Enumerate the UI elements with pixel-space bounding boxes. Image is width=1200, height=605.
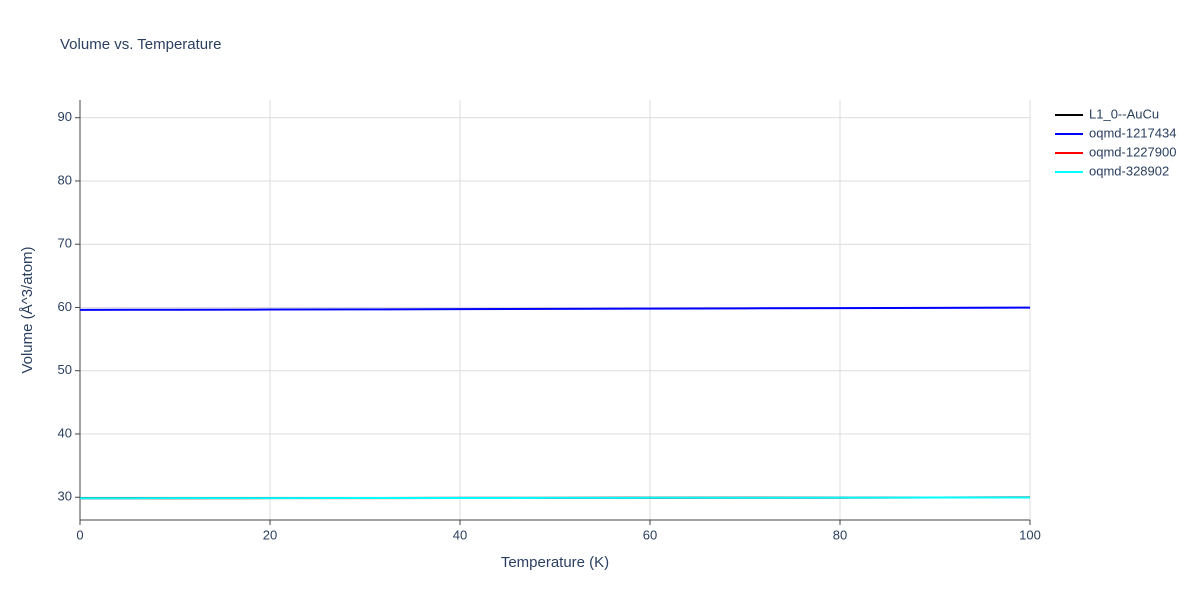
y-tick-label: 60: [58, 299, 72, 314]
y-tick-label: 50: [58, 362, 72, 377]
y-tick-label: 70: [58, 236, 72, 251]
legend-label: oqmd-1227900: [1089, 144, 1176, 159]
legend-label: oqmd-328902: [1089, 163, 1169, 178]
chart-title: Volume vs. Temperature: [60, 36, 221, 53]
legend-label: L1_0--AuCu: [1089, 106, 1159, 121]
y-tick-label: 80: [58, 172, 72, 187]
x-tick-label: 40: [453, 527, 467, 542]
series-line: [79, 496, 1031, 500]
y-tick-label: 90: [58, 109, 72, 124]
x-axis-title: Temperature (K): [501, 554, 609, 571]
x-tick-label: 100: [1019, 527, 1041, 542]
legend-label: oqmd-1217434: [1089, 125, 1176, 140]
y-tick-label: 30: [58, 489, 72, 504]
x-tick-label: 60: [643, 527, 657, 542]
y-tick-label: 40: [58, 425, 72, 440]
x-tick-label: 20: [263, 527, 277, 542]
y-axis-title: Volume (Å^3/atom): [19, 246, 36, 373]
x-tick-label: 80: [833, 527, 847, 542]
series-line: [79, 306, 1031, 311]
x-tick-label: 0: [76, 527, 83, 542]
